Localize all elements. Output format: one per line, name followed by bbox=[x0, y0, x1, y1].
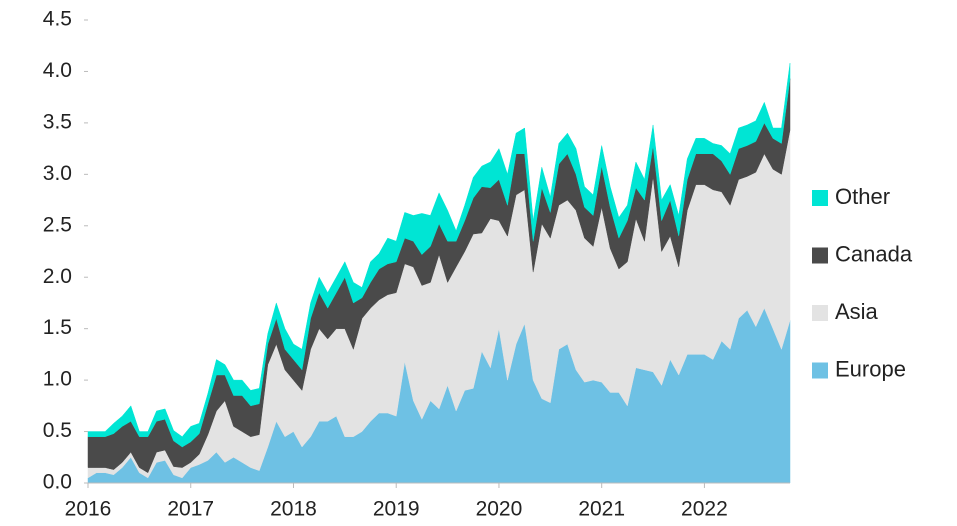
y-tick-label: 4.0 bbox=[43, 59, 72, 82]
legend-swatch bbox=[812, 305, 828, 321]
x-tick-label: 2018 bbox=[270, 498, 317, 521]
area bbox=[87, 63, 791, 448]
legend-label: Asia bbox=[835, 299, 879, 324]
y-tick-label: 2.0 bbox=[43, 265, 72, 288]
x-tick-label: 2022 bbox=[681, 498, 728, 521]
legend-label: Other bbox=[835, 184, 890, 209]
y-tick-label: 3.0 bbox=[43, 162, 72, 185]
legend-swatch bbox=[812, 362, 828, 379]
y-tick-label: 1.0 bbox=[43, 368, 72, 391]
x-tick-label: 2020 bbox=[476, 498, 523, 521]
y-tick-label: 4.5 bbox=[43, 8, 72, 31]
y-tick-label: 1.5 bbox=[43, 316, 72, 339]
y-tick-label: 0.0 bbox=[43, 471, 72, 494]
y-tick-label: 3.5 bbox=[43, 110, 72, 133]
legend-swatch bbox=[812, 190, 828, 206]
legend-label: Europe bbox=[835, 356, 906, 381]
x-tick-label: 2019 bbox=[373, 498, 420, 521]
x-tick-label: 2017 bbox=[167, 498, 214, 521]
y-tick-label: 2.5 bbox=[43, 213, 72, 236]
legend-swatch bbox=[812, 247, 828, 264]
x-tick-label: 2021 bbox=[578, 498, 625, 521]
x-tick-label: 2016 bbox=[65, 498, 112, 521]
y-tick-label: 0.5 bbox=[43, 419, 72, 442]
legend-label: Canada bbox=[835, 241, 913, 266]
